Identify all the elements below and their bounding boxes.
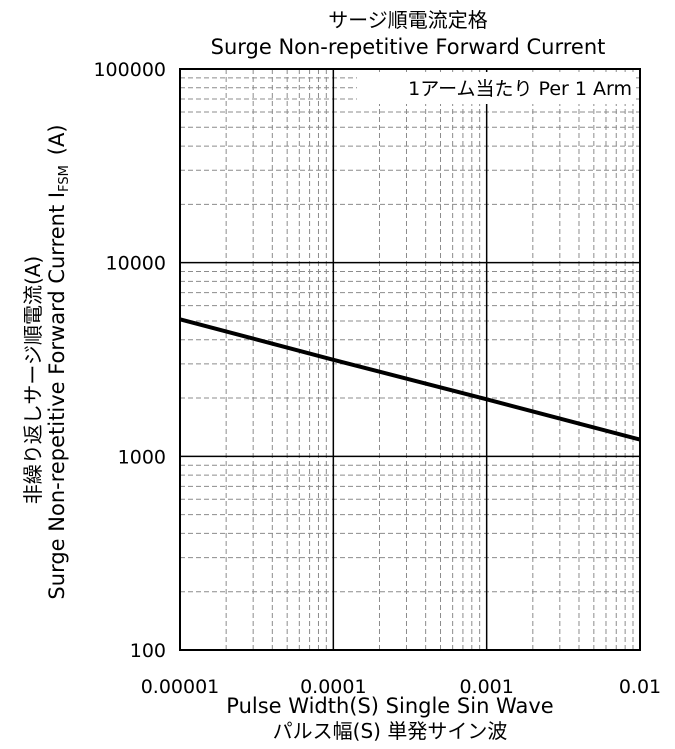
minor-grid (180, 69, 640, 650)
y-axis-label: Surge Non-repetitive Forward Current IFS… (45, 124, 72, 599)
major-grid (180, 69, 640, 650)
series-layer (179, 317, 641, 442)
y-axis-label-main: Surge Non-repetitive Forward Current I (45, 192, 69, 600)
x-tick-labels: 0.00001 0.0001 0.001 0.01 (141, 676, 661, 698)
chart-subtitle: Surge Non-repetitive Forward Current (211, 35, 606, 59)
x-axis-label: Pulse Width(S) Single Sin Wave (226, 694, 553, 718)
y-tick-labels: 100 1000 10000 100000 (93, 59, 166, 662)
chart-title: サージ順電流定格 (328, 8, 488, 32)
y-tick-label: 100000 (93, 59, 166, 81)
plot-frame (179, 68, 641, 651)
x-tick-label: 0.00001 (141, 676, 220, 698)
x-tick-label: 0.001 (459, 676, 513, 698)
y-axis-label-jp: 非繰り返しサージ順電流(A) (21, 256, 45, 505)
x-tick-label: 0.0001 (300, 676, 366, 698)
annotation-text: 1アーム当たり Per 1 Arm (408, 78, 632, 100)
x-axis-label-jp: パルス幅(S) 単発サイン波 (273, 719, 508, 743)
series-line (179, 317, 641, 442)
x-tick-label: 0.01 (619, 676, 661, 698)
y-axis-label-subscript: FSM (57, 165, 72, 192)
y-tick-label: 10000 (106, 253, 166, 275)
y-axis-label-unit: (A) (45, 124, 69, 155)
y-tick-label: 1000 (118, 446, 166, 468)
y-tick-label: 100 (130, 640, 166, 662)
annotation-box (357, 72, 635, 104)
